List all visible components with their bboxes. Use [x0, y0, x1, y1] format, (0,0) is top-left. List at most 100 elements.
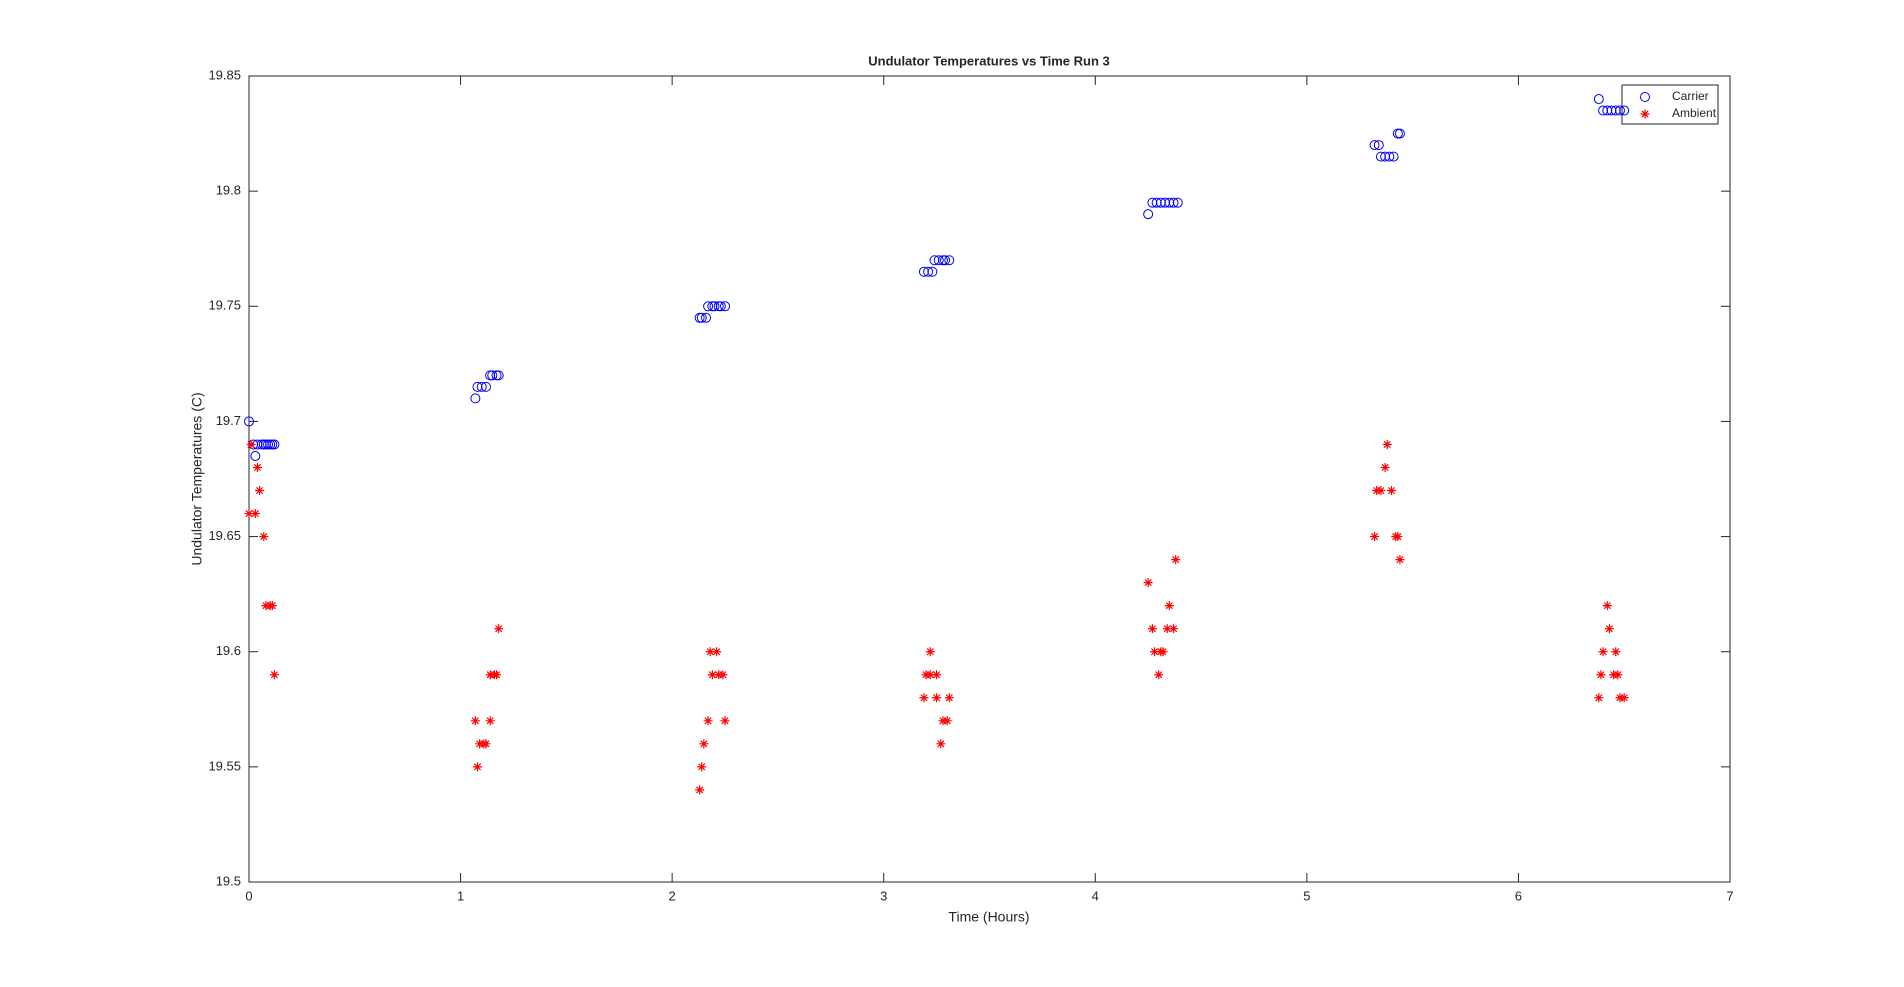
- scatter-point: [703, 716, 713, 726]
- scatter-point: [1602, 105, 1613, 116]
- y-axis-label: Undulator Temperatures (C): [189, 392, 205, 565]
- scatter-point: [940, 255, 951, 266]
- scatter-point: [933, 255, 944, 266]
- scatter-point: [923, 266, 934, 277]
- scatter-point: [246, 439, 256, 449]
- scatter-point: [1154, 670, 1164, 680]
- x-tick-label: 7: [1726, 888, 1733, 903]
- scatter-point: [1147, 197, 1158, 208]
- scatter-point: [1395, 555, 1405, 565]
- scatter-point: [1386, 486, 1396, 496]
- scatter-point: [269, 439, 280, 450]
- scatter-point: [1598, 105, 1609, 116]
- y-tick-label: 19.85: [208, 67, 241, 82]
- scatter-point: [932, 670, 942, 680]
- scatter-point: [942, 716, 952, 726]
- y-tick-label: 19.7: [216, 413, 241, 428]
- scatter-point: [259, 532, 269, 542]
- scatter-point: [1164, 601, 1174, 611]
- scatter-point: [1619, 693, 1629, 703]
- scatter-point: [1162, 624, 1172, 634]
- x-tick-label: 0: [245, 888, 252, 903]
- scatter-point: [1602, 601, 1612, 611]
- scatter-point: [700, 312, 711, 323]
- scatter-point: [250, 450, 261, 461]
- x-tick-label: 6: [1515, 888, 1522, 903]
- scatter-point: [1393, 532, 1403, 542]
- scatter-point: [1610, 105, 1621, 116]
- scatter-point: [929, 255, 940, 266]
- scatter-point: [1171, 555, 1181, 565]
- scatter-point: [703, 301, 714, 312]
- scatter-point: [1604, 624, 1614, 634]
- legend-marker: [1640, 92, 1650, 102]
- chart-title: Undulator Temperatures vs Time Run 3: [868, 53, 1110, 68]
- scatter-point: [1380, 462, 1390, 472]
- scatter-point: [1376, 486, 1386, 496]
- scatter-point: [918, 266, 929, 277]
- scatter-point: [718, 670, 728, 680]
- x-axis-label: Time (Hours): [948, 909, 1029, 925]
- scatter-point: [1619, 105, 1630, 116]
- scatter-point: [944, 255, 955, 266]
- scatter-point: [1164, 197, 1175, 208]
- legend-label: Carrier: [1672, 89, 1709, 103]
- scatter-point: [919, 693, 929, 703]
- scatter-point: [476, 381, 487, 392]
- scatter-point: [1384, 151, 1395, 162]
- scatter-point: [481, 739, 491, 749]
- scatter-point: [707, 670, 717, 680]
- scatter-point: [720, 716, 730, 726]
- scatter-point: [712, 647, 722, 657]
- scatter-point: [1151, 197, 1162, 208]
- scatter-point: [695, 785, 705, 795]
- scatter-point: [1155, 197, 1166, 208]
- scatter-point: [1147, 624, 1157, 634]
- scatter-point: [1150, 647, 1160, 657]
- scatter-point: [1143, 209, 1154, 220]
- scatter-point: [1373, 140, 1384, 151]
- scatter-point: [1596, 670, 1606, 680]
- scatter-point: [1369, 140, 1380, 151]
- x-tick-label: 3: [880, 888, 887, 903]
- scatter-point: [493, 370, 504, 381]
- scatter-point: [1169, 624, 1179, 634]
- scatter-point: [1598, 647, 1608, 657]
- x-tick-label: 5: [1303, 888, 1310, 903]
- y-tick-label: 19.65: [208, 528, 241, 543]
- scatter-point: [1158, 647, 1168, 657]
- scatter-point: [927, 266, 938, 277]
- scatter-point: [1143, 578, 1153, 588]
- scatter-point: [472, 762, 482, 772]
- scatter-point: [1593, 94, 1604, 105]
- scatter-point: [244, 416, 254, 427]
- scatter-point: [494, 624, 504, 634]
- scatter-point: [1375, 151, 1386, 162]
- y-tick-label: 19.6: [216, 643, 241, 658]
- scatter-point: [936, 739, 946, 749]
- scatter-point: [699, 739, 709, 749]
- scatter-point: [1594, 693, 1604, 703]
- x-tick-label: 1: [457, 888, 464, 903]
- scatter-point: [932, 693, 942, 703]
- scatter-point: [1370, 532, 1380, 542]
- scatter-point: [1394, 128, 1405, 139]
- scatter-point: [715, 301, 726, 312]
- scatter-point: [709, 301, 720, 312]
- scatter-point: [252, 462, 262, 472]
- scatter-point: [1160, 197, 1171, 208]
- scatter-point: [255, 486, 265, 496]
- scatter-point: [705, 647, 715, 657]
- y-tick-label: 19.5: [216, 873, 241, 888]
- scatter-point: [487, 370, 498, 381]
- x-tick-label: 4: [1092, 888, 1099, 903]
- legend-label: Ambient: [1672, 106, 1717, 120]
- scatter-point: [925, 670, 935, 680]
- scatter-point: [1380, 151, 1391, 162]
- scatter-point: [925, 647, 935, 657]
- plot-area: [248, 75, 1731, 883]
- scatter-point: [480, 381, 491, 392]
- scatter-point: [1606, 105, 1617, 116]
- scatter-point: [470, 393, 481, 404]
- legend-box: [1621, 84, 1719, 125]
